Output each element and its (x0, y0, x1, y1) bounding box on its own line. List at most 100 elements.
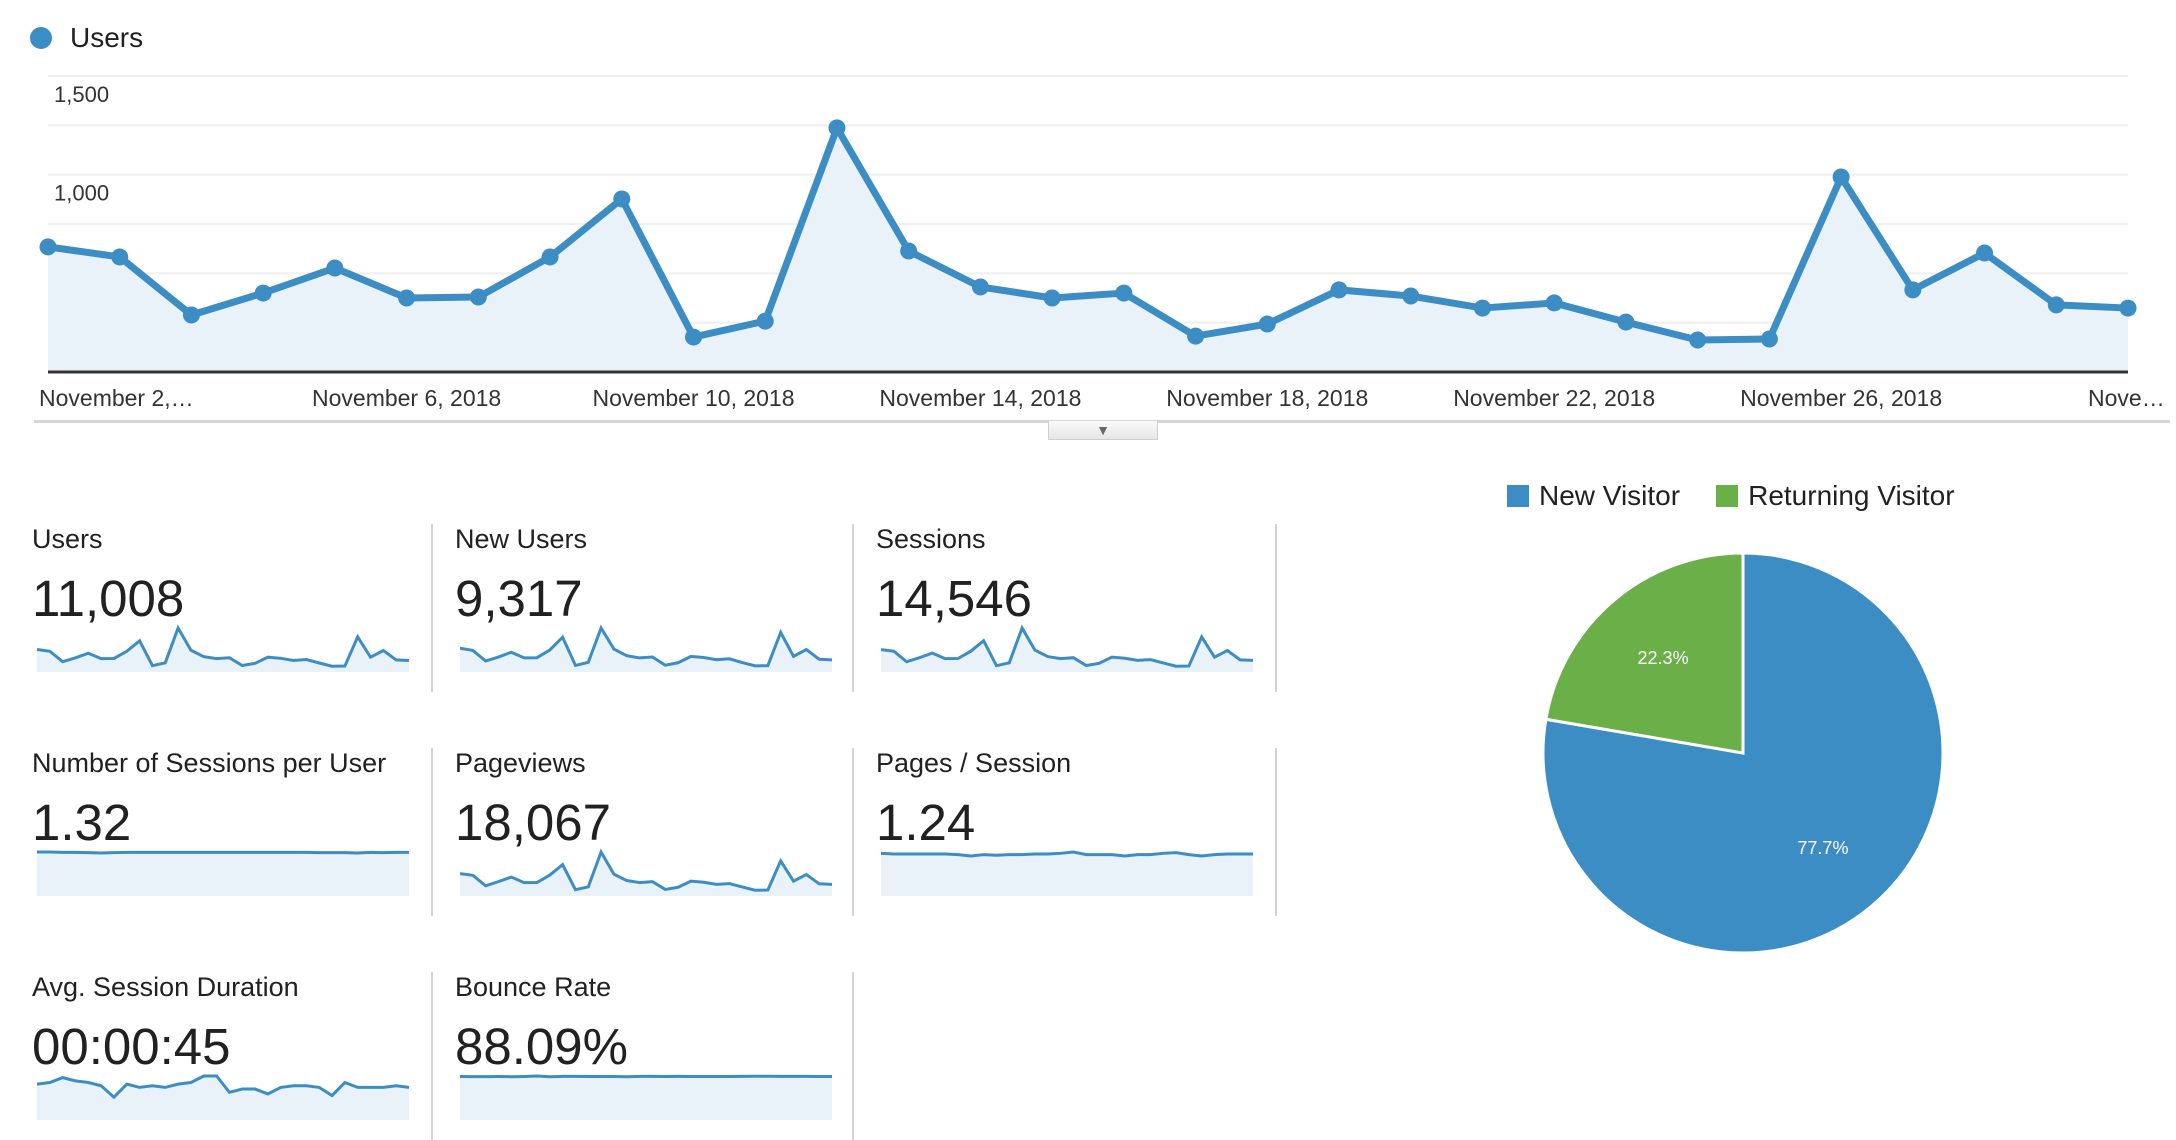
metric-pageviews[interactable]: Pageviews 18,067 (455, 748, 865, 896)
users-data-point[interactable] (2047, 296, 2065, 314)
users-data-point[interactable] (1832, 168, 1850, 186)
users-legend: Users (30, 22, 143, 54)
users-data-point[interactable] (1904, 281, 1922, 299)
users-data-point[interactable] (111, 248, 129, 266)
metric-value: 18,067 (455, 794, 611, 851)
metric-bounce-rate[interactable]: Bounce Rate 88.09% (455, 972, 865, 1120)
x-tick-label: November 26, 2018 (1740, 385, 1942, 411)
metric-divider (852, 748, 854, 916)
users-data-point[interactable] (1545, 294, 1563, 312)
metric-sparkline (37, 850, 409, 896)
users-data-point[interactable] (2119, 299, 2137, 317)
users-data-point[interactable] (971, 278, 989, 296)
users-data-point[interactable] (182, 306, 200, 324)
y-tick-label: 1,500 (54, 82, 109, 107)
metric-divider (431, 524, 433, 692)
metric-title: Pages / Session (876, 748, 1072, 778)
metric-number-of-sessions-per-user[interactable]: Number of Sessions per User 1.32 (32, 748, 442, 896)
metric-title: Bounce Rate (455, 972, 612, 1002)
x-tick-label: November 22, 2018 (1453, 385, 1655, 411)
sparkline-line (881, 850, 1253, 858)
pie-slice-label: 77.7% (1797, 838, 1848, 858)
pie-legend: New Visitor Returning Visitor (1507, 480, 1955, 512)
x-tick-label: November 18, 2018 (1166, 385, 1368, 411)
chart-collapse-toggle[interactable]: ▼ (1048, 421, 1158, 440)
metric-users[interactable]: Users 11,008 (32, 524, 442, 672)
users-data-point[interactable] (39, 238, 57, 256)
y-tick-label: 1,000 (54, 181, 109, 206)
sparkline-area (460, 1076, 832, 1120)
sparkline-area (881, 852, 1253, 896)
metric-divider (852, 972, 854, 1140)
x-tick-label: November 14, 2018 (879, 385, 1081, 411)
metric-title: Sessions (876, 524, 986, 554)
pie-slice-returning-visitor[interactable] (1544, 551, 1745, 755)
sparkline-line (37, 1074, 409, 1100)
returning-visitor-swatch-icon (1716, 485, 1739, 507)
users-data-point[interactable] (685, 328, 703, 346)
sparkline-area (460, 628, 832, 672)
users-legend-label: Users (70, 22, 144, 53)
metric-divider (431, 748, 433, 916)
metric-title: Users (32, 524, 103, 554)
users-data-point[interactable] (1760, 330, 1778, 348)
x-tick-label: November 10, 2018 (593, 385, 795, 411)
sparkline-area (881, 628, 1253, 672)
users-data-point[interactable] (1689, 331, 1707, 349)
users-data-point[interactable] (756, 312, 774, 330)
users-data-point[interactable] (1187, 327, 1205, 345)
x-tick-label: November 2,… (39, 385, 194, 411)
users-data-point[interactable] (1043, 289, 1061, 307)
metric-title: Avg. Session Duration (32, 972, 299, 1002)
metric-sessions[interactable]: Sessions 14,546 (876, 524, 1286, 672)
metric-divider (852, 524, 854, 692)
x-tick-label: Nove… (2088, 385, 2165, 411)
users-data-point[interactable] (1976, 244, 1994, 262)
metric-sparkline (37, 624, 409, 672)
metric-divider (1275, 748, 1277, 916)
metric-value: 14,546 (876, 570, 1032, 627)
users-data-point[interactable] (1402, 287, 1420, 305)
sparkline-line (881, 624, 1253, 668)
users-data-point[interactable] (541, 248, 559, 266)
users-data-point[interactable] (900, 242, 918, 260)
sparkline-line (37, 624, 409, 668)
metric-value: 1.32 (32, 794, 132, 851)
users-data-point[interactable] (613, 190, 631, 208)
metric-sparkline (881, 624, 1253, 672)
x-tick-label: November 6, 2018 (312, 385, 501, 411)
sparkline-area (37, 628, 409, 672)
metric-value: 9,317 (455, 570, 583, 627)
sparkline-line (460, 1074, 832, 1079)
users-series-line (47, 124, 2129, 344)
users-data-point[interactable] (1617, 313, 1635, 331)
users-data-point[interactable] (469, 288, 487, 306)
metric-value: 88.09% (455, 1018, 628, 1075)
users-data-point[interactable] (254, 284, 272, 302)
metric-value: 1.24 (876, 794, 976, 851)
users-data-point[interactable] (398, 289, 416, 307)
sparkline-line (460, 848, 832, 892)
users-data-point[interactable] (1473, 299, 1491, 317)
sparkline-area (37, 852, 409, 896)
users-data-point[interactable] (1330, 281, 1348, 299)
metric-sparkline (881, 850, 1253, 896)
metric-value: 00:00:45 (32, 1018, 231, 1075)
metric-pages-session[interactable]: Pages / Session 1.24 (876, 748, 1286, 896)
legend-returning-visitor: Returning Visitor (1748, 480, 1955, 511)
pie-slice-new-visitor[interactable] (1541, 551, 1945, 955)
metric-title: Number of Sessions per User (32, 748, 387, 778)
users-data-point[interactable] (1115, 284, 1133, 302)
metric-sparkline (37, 1074, 409, 1120)
metric-new-users[interactable]: New Users 9,317 (455, 524, 865, 672)
metric-avg-session-duration[interactable]: Avg. Session Duration 00:00:45 (32, 972, 442, 1120)
users-data-point[interactable] (326, 259, 344, 277)
users-data-point[interactable] (828, 119, 846, 137)
legend-new-visitor: New Visitor (1539, 480, 1681, 511)
users-area (48, 127, 2128, 372)
sparkline-area (460, 852, 832, 896)
metric-sparkline (460, 624, 832, 672)
metric-value: 11,008 (32, 570, 185, 627)
users-data-point[interactable] (1258, 315, 1276, 333)
